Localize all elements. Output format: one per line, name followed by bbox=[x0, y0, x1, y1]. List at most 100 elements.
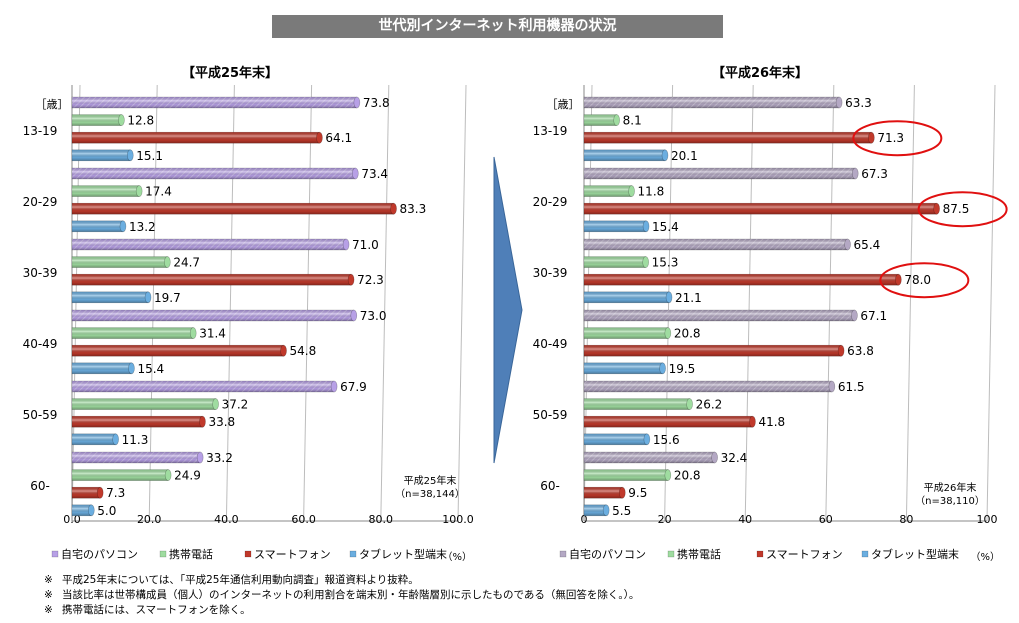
category-label: 60- bbox=[540, 479, 560, 493]
bar-cap bbox=[933, 202, 940, 215]
bar-cap bbox=[828, 380, 836, 393]
sample-note: （n=38,144） bbox=[395, 488, 465, 500]
bar-shade bbox=[584, 132, 872, 144]
bar-cap bbox=[352, 167, 359, 180]
bar-shade bbox=[72, 185, 140, 197]
bar-cap bbox=[144, 291, 152, 304]
bar-shade bbox=[584, 97, 840, 108]
data-label: 65.4 bbox=[854, 238, 881, 252]
legend-swatch bbox=[51, 550, 59, 558]
bar-cap bbox=[126, 149, 134, 162]
bar-cap bbox=[390, 202, 397, 215]
x-tick-label: 100.0 bbox=[442, 513, 474, 526]
data-label: 13.2 bbox=[129, 220, 156, 234]
bar-cap bbox=[837, 344, 845, 357]
bar-cap bbox=[316, 131, 323, 144]
data-label: 37.2 bbox=[222, 398, 249, 412]
bar-cap bbox=[164, 256, 171, 268]
bar-shade bbox=[584, 362, 663, 374]
bar-shade bbox=[584, 327, 668, 339]
legend-item: 自宅のパソコン bbox=[51, 547, 138, 561]
sample-note: （n=38,110） bbox=[915, 495, 985, 507]
x-tick-label: 40.0 bbox=[214, 513, 239, 526]
bar-shade bbox=[584, 149, 666, 161]
bar-shade bbox=[584, 487, 623, 499]
footnote-line: ※ 携帯電話には、スマートフォンを除く。 bbox=[44, 604, 251, 616]
highlight-circle bbox=[852, 120, 943, 157]
bar-shade bbox=[72, 362, 132, 374]
bar-cap bbox=[347, 273, 355, 286]
bar-cap bbox=[353, 96, 361, 109]
bar-cap bbox=[711, 451, 718, 464]
data-label: 17.4 bbox=[145, 185, 172, 199]
x-tick-label: 100 bbox=[977, 513, 998, 526]
bar-cap bbox=[330, 380, 338, 393]
highlight-circle bbox=[879, 262, 970, 299]
legend-label: 携帯電話 bbox=[169, 547, 213, 561]
legend-swatch bbox=[756, 550, 764, 558]
bar-shade bbox=[72, 381, 335, 392]
data-label: 54.8 bbox=[290, 344, 317, 358]
bar-cap bbox=[628, 185, 635, 197]
footnote-line: ※ 平成25年末については、「平成25年通信利用動向調査」報道資料より抜粋。 bbox=[44, 574, 419, 586]
data-label: 20.1 bbox=[671, 149, 698, 163]
data-label: 5.5 bbox=[612, 504, 631, 518]
footnotes: ※ 平成25年末については、「平成25年通信利用動向調査」報道資料より抜粋。 ※ 当… bbox=[44, 573, 639, 618]
bar-shade bbox=[72, 416, 203, 428]
category-unit-label: ［歳］ bbox=[36, 98, 69, 111]
data-label: 9.5 bbox=[628, 486, 647, 500]
bar-shade bbox=[72, 256, 168, 268]
data-label: 32.4 bbox=[721, 451, 748, 465]
bar-shade bbox=[584, 310, 855, 321]
legend-item: 携帯電話 bbox=[159, 547, 213, 561]
legend-swatch bbox=[667, 550, 675, 558]
category-label: 60- bbox=[30, 479, 50, 493]
data-label: 21.1 bbox=[675, 291, 702, 305]
legend-label: 携帯電話 bbox=[677, 547, 721, 561]
bar-shade bbox=[584, 345, 842, 357]
bar-cap bbox=[613, 114, 620, 126]
data-label: 73.4 bbox=[361, 167, 388, 181]
data-label: 67.1 bbox=[860, 309, 887, 323]
gridline bbox=[825, 84, 835, 522]
bar-cap bbox=[643, 433, 651, 446]
legend-item: タブレット型端末 bbox=[349, 547, 447, 561]
data-label: 11.8 bbox=[638, 185, 665, 199]
data-label: 12.8 bbox=[127, 114, 154, 128]
x-tick-label: 20.0 bbox=[137, 513, 162, 526]
bar-shade bbox=[584, 274, 899, 286]
data-label: 33.8 bbox=[208, 415, 235, 429]
bar-shade bbox=[584, 256, 646, 268]
x-tick-label: 0.0 bbox=[63, 513, 81, 526]
data-label: 15.3 bbox=[652, 256, 679, 270]
x-tick-label: 80 bbox=[899, 513, 913, 526]
bar-shade bbox=[584, 452, 715, 463]
bar-shade bbox=[584, 416, 753, 428]
bar-shade bbox=[72, 433, 116, 445]
data-label: 72.3 bbox=[357, 273, 384, 287]
category-unit-label: ［歳］ bbox=[547, 98, 580, 111]
bar-cap bbox=[665, 291, 673, 304]
data-label: 83.3 bbox=[400, 202, 427, 216]
bar-shade bbox=[584, 239, 848, 250]
data-label: 63.3 bbox=[845, 96, 872, 110]
chart-panel-1: 【平成25年末】 0.0 20.0 40.0 60.0 80.0 100.0 （%） ［歳］ 13… bbox=[23, 65, 474, 563]
data-label: 71.3 bbox=[877, 131, 904, 145]
bar-shade bbox=[584, 291, 670, 303]
data-label: 15.4 bbox=[652, 220, 679, 234]
bar-cap bbox=[118, 114, 125, 126]
data-label: 20.8 bbox=[674, 469, 701, 483]
data-label: 41.8 bbox=[758, 415, 785, 429]
bar-shade bbox=[584, 398, 690, 410]
gridline bbox=[986, 84, 996, 522]
category-label: 30-39 bbox=[23, 266, 58, 280]
bar-shade bbox=[584, 220, 647, 232]
highlight-circle bbox=[917, 191, 1008, 228]
bar-cap bbox=[119, 220, 127, 233]
data-label: 71.0 bbox=[352, 238, 379, 252]
bar-shade bbox=[72, 345, 284, 357]
x-tick-label: 0 bbox=[581, 513, 588, 526]
legend-item: スマートフォン bbox=[756, 548, 843, 561]
bar-shade bbox=[72, 310, 354, 321]
